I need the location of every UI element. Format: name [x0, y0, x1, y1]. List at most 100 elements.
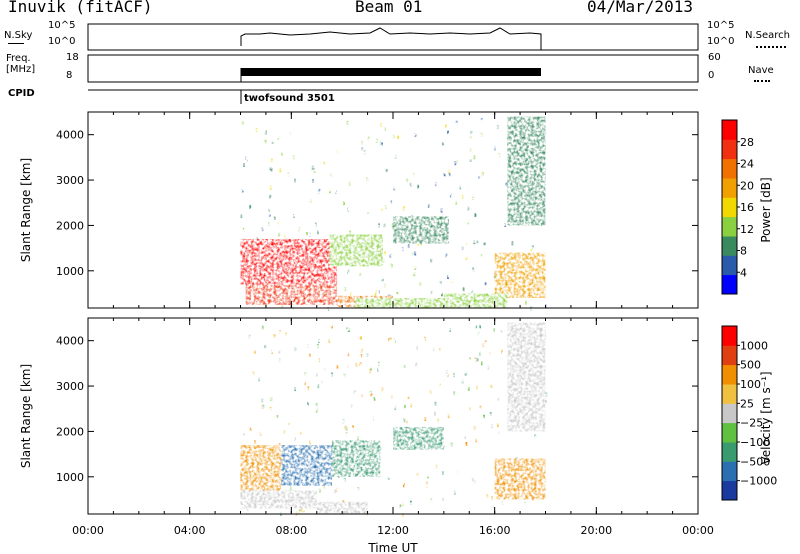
- echo-point: [309, 440, 312, 445]
- echo-point: [403, 483, 405, 488]
- echo-point: [417, 242, 420, 247]
- echo-point: [303, 381, 306, 386]
- echo-point: [419, 282, 422, 286]
- echo-point: [440, 208, 443, 213]
- echo-point: [378, 361, 380, 366]
- echo-point: [477, 332, 480, 337]
- echo-point: [465, 256, 468, 261]
- nsky-legend-line: [8, 43, 24, 44]
- nsky-label: N.Sky: [4, 30, 33, 41]
- echo-point: [475, 385, 478, 390]
- echo-point: [454, 161, 457, 166]
- echo-point: [410, 403, 413, 408]
- echo-region-4: [316, 501, 368, 515]
- colorbar-tick-label: 100: [740, 378, 761, 391]
- echo-point: [387, 476, 390, 481]
- echo-point: [425, 484, 428, 488]
- echo-point: [357, 487, 360, 492]
- echo-point: [463, 435, 466, 440]
- echo-point: [445, 253, 448, 258]
- echo-point: [367, 136, 370, 141]
- echo-point: [347, 207, 350, 212]
- echo-point: [303, 508, 305, 513]
- echo-point: [264, 139, 267, 144]
- echo-point: [294, 387, 297, 392]
- echo-point: [281, 304, 284, 309]
- echo-point: [269, 194, 272, 199]
- colorbar-segment: [722, 403, 737, 424]
- colorbar-tick-label: 28: [740, 136, 754, 149]
- echo-point: [472, 267, 475, 272]
- velocity-ylabel: Slant Range [km]: [19, 364, 33, 468]
- echo-point: [381, 387, 384, 392]
- echo-point: [413, 272, 416, 277]
- echo-point: [482, 343, 485, 348]
- echo-point: [316, 230, 319, 235]
- echo-point: [288, 422, 291, 427]
- echo-point: [344, 287, 347, 292]
- colorbar-tick-label: 8: [740, 245, 747, 258]
- echo-region-8: [507, 116, 546, 226]
- velocity-axis-ticks: 4000 3000 2000 1000 00:00 04:00 08:00 12:00 16:0…: [56, 318, 714, 537]
- echo-point: [376, 475, 379, 480]
- echo-point: [249, 204, 252, 209]
- echo-point: [414, 266, 417, 270]
- echo-point: [248, 334, 251, 339]
- echo-point: [416, 471, 419, 476]
- echo-point: [264, 130, 267, 135]
- echo-point: [273, 216, 276, 220]
- colorbar-segment: [722, 364, 737, 385]
- echo-point: [366, 352, 369, 357]
- power-colorbar-label: Power [dB]: [759, 177, 773, 242]
- echo-point: [479, 405, 482, 410]
- echo-point: [293, 214, 295, 218]
- echo-point: [475, 438, 478, 443]
- echo-point: [268, 221, 271, 226]
- echo-point: [481, 361, 483, 366]
- nsky-tick-low: 10^0: [48, 36, 76, 47]
- colorbar-segment: [722, 236, 737, 256]
- freq-trace: [241, 68, 541, 76]
- echo-point: [289, 486, 292, 491]
- echo-point: [407, 244, 410, 249]
- freq-panel-frame: [87, 54, 699, 83]
- colorbar-tick-label: 500: [740, 359, 761, 372]
- echo-point: [252, 371, 255, 376]
- echo-point: [476, 357, 479, 362]
- echo-point: [245, 156, 248, 161]
- echo-point: [433, 347, 435, 352]
- echo-point: [475, 325, 478, 330]
- echo-point: [411, 214, 414, 219]
- colorbar-frame: [721, 325, 738, 501]
- echo-point: [498, 153, 501, 158]
- echo-point: [456, 469, 459, 474]
- echo-point: [445, 124, 447, 128]
- colorbar-segment: [722, 216, 737, 237]
- echo-point: [334, 489, 337, 494]
- echo-region-2: [332, 440, 381, 477]
- echo-point: [455, 120, 458, 125]
- echo-point: [486, 494, 489, 499]
- echo-point: [447, 275, 449, 279]
- echo-point: [451, 281, 454, 286]
- echo-point: [259, 431, 262, 436]
- echo-point: [530, 249, 532, 254]
- echo-point: [323, 161, 325, 165]
- echo-point: [356, 436, 359, 441]
- echo-point: [471, 477, 474, 482]
- echo-point: [474, 213, 477, 218]
- echo-point: [531, 245, 534, 250]
- echo-region-5: [393, 216, 449, 244]
- echo-point: [469, 134, 472, 139]
- nsky-panel-frame: [87, 23, 699, 51]
- echo-region-3: [329, 234, 383, 267]
- echo-point: [278, 350, 281, 354]
- echo-point: [504, 223, 506, 227]
- echo-point: [318, 358, 320, 363]
- colorbar-segment: [722, 345, 737, 366]
- power-colorbar: 28 24 20 16 12 8 4: [721, 119, 754, 295]
- echo-point: [261, 398, 264, 403]
- echo-point: [361, 146, 364, 151]
- x-tick-label: 00:00: [682, 524, 714, 537]
